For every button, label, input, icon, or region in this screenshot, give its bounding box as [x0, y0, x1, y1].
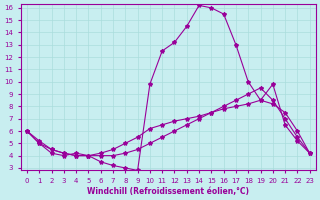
- X-axis label: Windchill (Refroidissement éolien,°C): Windchill (Refroidissement éolien,°C): [87, 187, 249, 196]
